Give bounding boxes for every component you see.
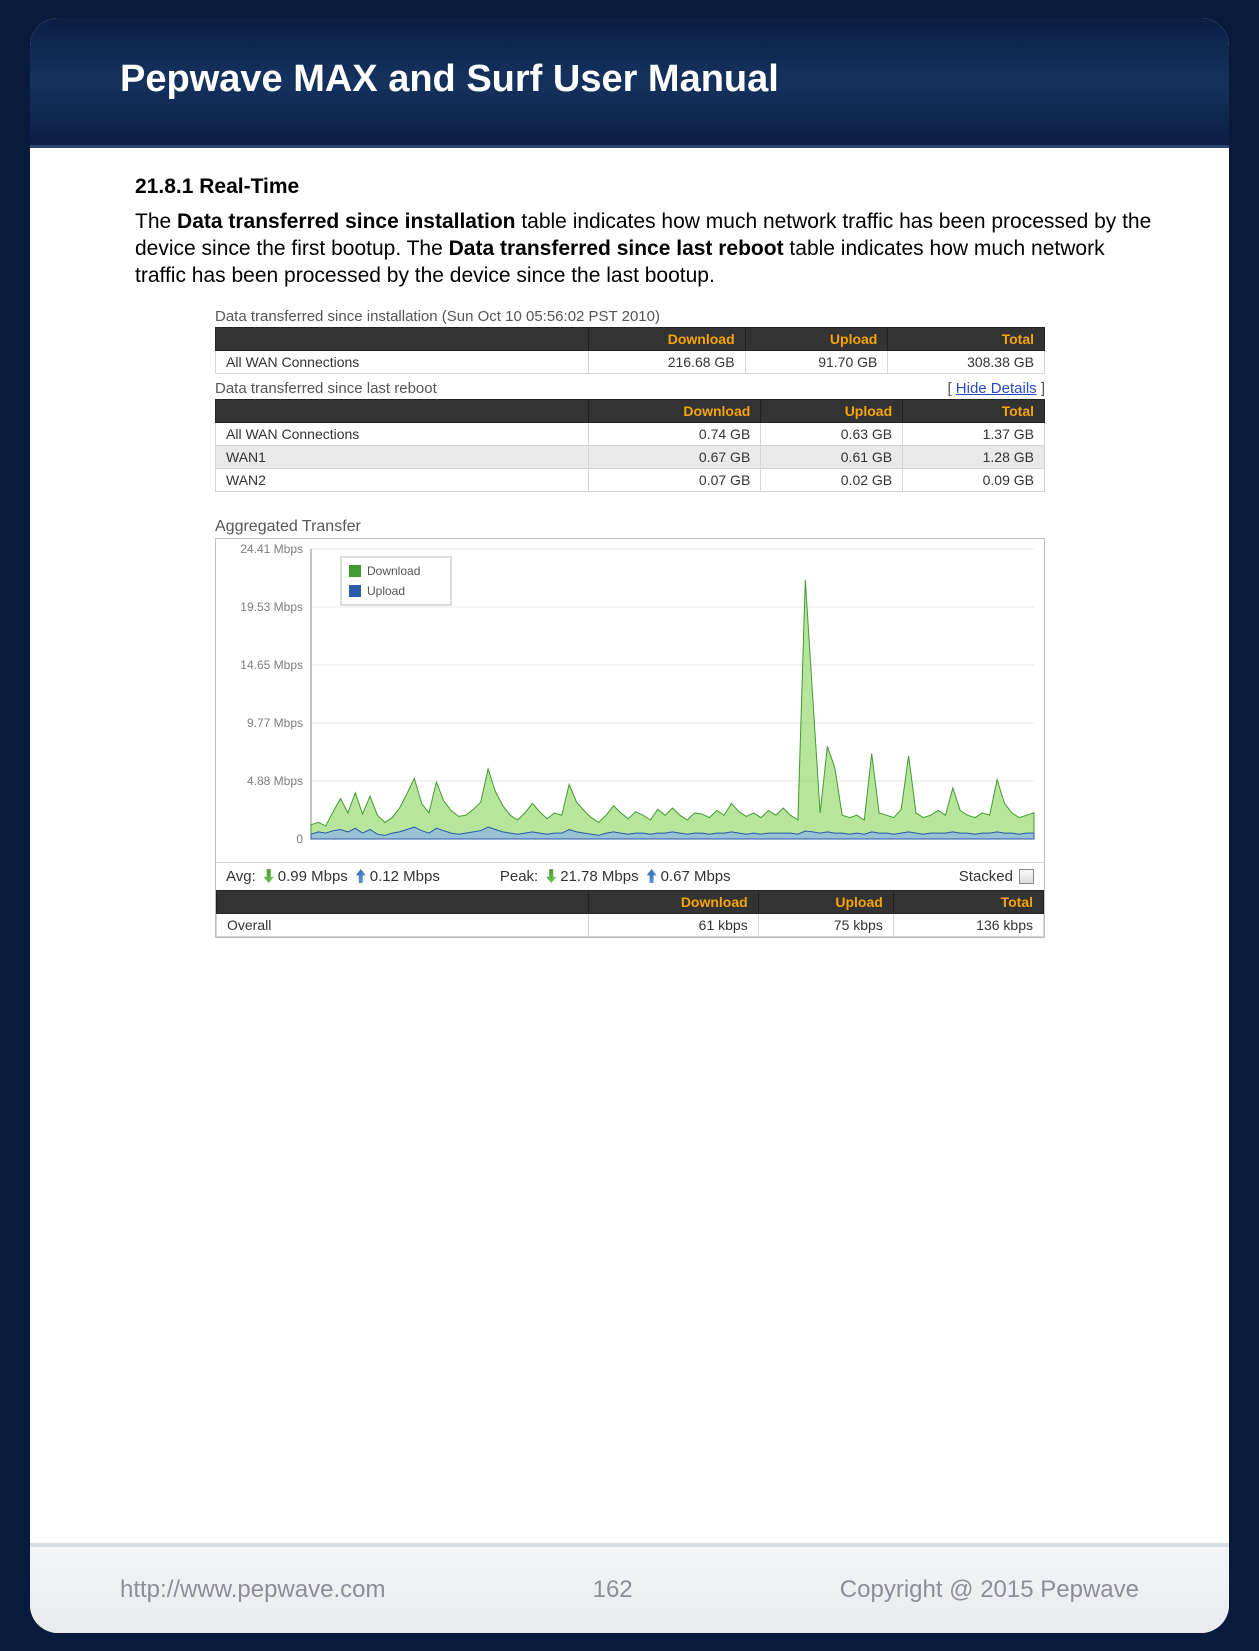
content-area: 21.8.1 Real-Time The Data transferred si… [135, 175, 1159, 938]
cell-upload: 0.61 GB [761, 445, 903, 468]
col-total: Total [893, 890, 1043, 913]
cell-download: 216.68 GB [589, 350, 746, 373]
reboot-table: Download Upload Total All WAN Connection… [215, 399, 1045, 492]
cell-download: 0.74 GB [589, 422, 761, 445]
download-arrow-icon [264, 869, 274, 883]
table-header-row: Download Upload Total [216, 399, 1045, 422]
chart-stats-row: Avg: 0.99 Mbps 0.12 Mbps Peak: 21.78 Mbp… [216, 862, 1044, 890]
overall-table: Download Upload Total Overall 61 kbps 75… [216, 890, 1044, 937]
col-upload: Upload [761, 399, 903, 422]
text-bold: Data transferred since last reboot [449, 237, 784, 260]
chart-title: Aggregated Transfer [215, 518, 1045, 536]
stacked-checkbox[interactable] [1019, 869, 1034, 884]
table-row: Overall 61 kbps 75 kbps 136 kbps [217, 913, 1044, 936]
cell-name: WAN1 [216, 445, 589, 468]
col-download: Download [589, 327, 746, 350]
cell-name: WAN2 [216, 468, 589, 491]
stacked-label: Stacked [959, 868, 1013, 885]
table-row: All WAN Connections 216.68 GB 91.70 GB 3… [216, 350, 1045, 373]
cell-upload: 0.63 GB [761, 422, 903, 445]
cell-name: Overall [217, 913, 589, 936]
table-row: WAN1 0.67 GB 0.61 GB 1.28 GB [216, 445, 1045, 468]
svg-text:14.65 Mbps: 14.65 Mbps [240, 658, 303, 672]
cell-total: 0.09 GB [903, 468, 1045, 491]
cell-total: 1.28 GB [903, 445, 1045, 468]
cell-total: 1.37 GB [903, 422, 1045, 445]
hide-details-link[interactable]: Hide Details [956, 380, 1037, 397]
hide-details-wrap: [ Hide Details ] [947, 380, 1045, 397]
avg-up-value: 0.12 Mbps [370, 868, 440, 885]
install-table: Download Upload Total All WAN Connection… [215, 327, 1045, 374]
avg-down-value: 0.99 Mbps [278, 868, 348, 885]
svg-text:0: 0 [296, 832, 303, 846]
cell-upload: 0.02 GB [761, 468, 903, 491]
peak-label: Peak: [500, 868, 538, 885]
peak-up-value: 0.67 Mbps [661, 868, 731, 885]
install-table-caption: Data transferred since installation (Sun… [215, 308, 1045, 325]
col-total: Total [903, 399, 1045, 422]
footer-page-number: 162 [385, 1576, 839, 1604]
doc-title: Pepwave MAX and Surf User Manual [30, 18, 1229, 101]
table-row: WAN2 0.07 GB 0.02 GB 0.09 GB [216, 468, 1045, 491]
footer-url: http://www.pepwave.com [120, 1576, 385, 1604]
cell-upload: 75 kbps [758, 913, 893, 936]
col-upload: Upload [758, 890, 893, 913]
cell-name: All WAN Connections [216, 350, 589, 373]
col-upload: Upload [745, 327, 888, 350]
cell-download: 0.07 GB [589, 468, 761, 491]
cell-download: 0.67 GB [589, 445, 761, 468]
reboot-table-caption: Data transferred since last reboot [ Hid… [215, 380, 1045, 397]
footer-copyright: Copyright @ 2015 Pepwave [840, 1576, 1139, 1604]
peak-down-value: 21.78 Mbps [560, 868, 638, 885]
svg-text:Download: Download [367, 564, 420, 578]
chart-container: 24.41 Mbps 19.53 Mbps 14.65 Mbps 9.77 Mbps 4… [215, 538, 1045, 938]
table-header-row: Download Upload Total [217, 890, 1044, 913]
avg-label: Avg: [226, 868, 256, 885]
section-heading: 21.8.1 Real-Time [135, 175, 1159, 199]
col-name [216, 399, 589, 422]
ui-screenshot-block: Data transferred since installation (Sun… [215, 308, 1045, 938]
cell-total: 136 kbps [893, 913, 1043, 936]
col-download: Download [589, 890, 759, 913]
col-name [217, 890, 589, 913]
reboot-caption-text: Data transferred since last reboot [215, 380, 437, 397]
cell-name: All WAN Connections [216, 422, 589, 445]
cell-total: 308.38 GB [888, 350, 1045, 373]
text: The [135, 210, 177, 233]
text-bold: Data transferred since installation [177, 210, 515, 233]
svg-text:24.41 Mbps: 24.41 Mbps [240, 542, 303, 556]
cell-upload: 91.70 GB [745, 350, 888, 373]
upload-arrow-icon [356, 869, 366, 883]
col-download: Download [589, 399, 761, 422]
aggregated-transfer-chart: 24.41 Mbps 19.53 Mbps 14.65 Mbps 9.77 Mbps 4… [216, 539, 1044, 859]
download-arrow-icon [546, 869, 556, 883]
svg-text:4.88 Mbps: 4.88 Mbps [247, 774, 303, 788]
table-header-row: Download Upload Total [216, 327, 1045, 350]
table-row: All WAN Connections 0.74 GB 0.63 GB 1.37… [216, 422, 1045, 445]
svg-text:9.77 Mbps: 9.77 Mbps [247, 716, 303, 730]
col-total: Total [888, 327, 1045, 350]
footer-band: http://www.pepwave.com 162 Copyright @ 2… [30, 1543, 1229, 1633]
section-paragraph: The Data transferred since installation … [135, 209, 1159, 290]
header-band: Pepwave MAX and Surf User Manual [30, 18, 1229, 148]
col-name [216, 327, 589, 350]
svg-text:Upload: Upload [367, 584, 405, 598]
cell-download: 61 kbps [589, 913, 759, 936]
svg-text:19.53 Mbps: 19.53 Mbps [240, 600, 303, 614]
upload-arrow-icon [647, 869, 657, 883]
